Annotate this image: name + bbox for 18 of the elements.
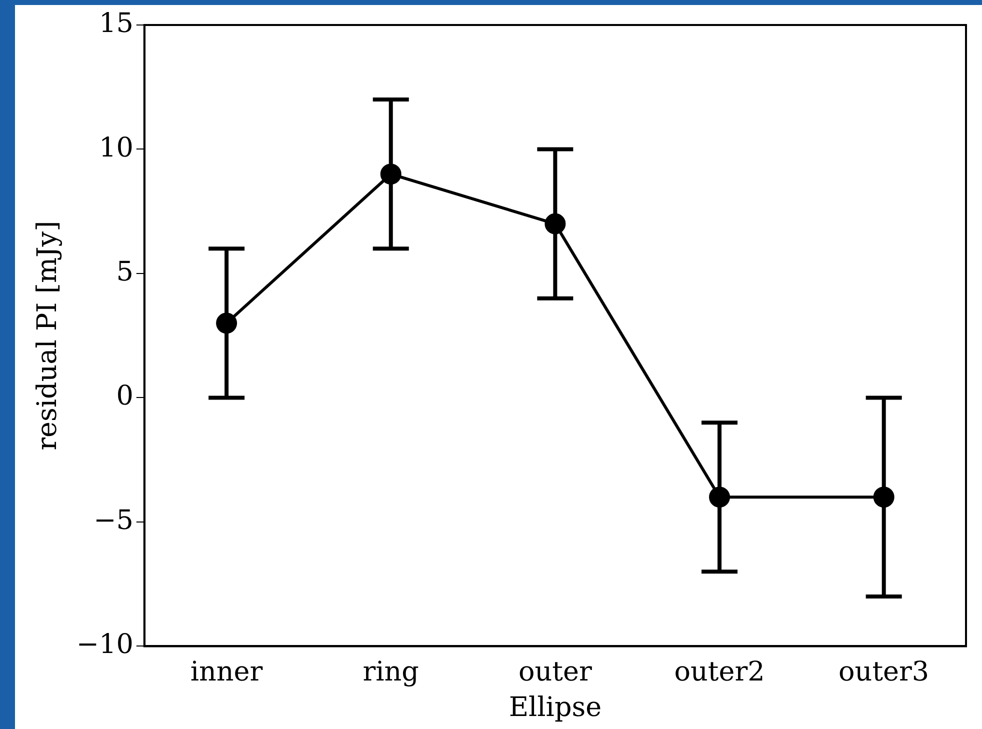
point (873, 486, 894, 508)
y-tick-label: 0 (116, 380, 134, 412)
x-tick-label: outer2 (674, 656, 765, 688)
y-tick-label: −10 (76, 629, 134, 660)
point (709, 486, 730, 508)
point (216, 312, 238, 334)
x-axis-title: Ellipse (508, 692, 602, 723)
x-tick-label: outer3 (838, 656, 930, 688)
point (544, 213, 566, 234)
y-tick-label: 10 (99, 132, 134, 164)
y-tick-label: 15 (99, 8, 134, 40)
y-axis-title: residual PI [mJy] (32, 220, 64, 450)
x-tick-label: ring (362, 656, 419, 688)
point (380, 164, 402, 185)
x-tick-label: inner (190, 656, 263, 688)
x-tick-label: outer (518, 656, 592, 688)
y-tick-label: 5 (116, 256, 134, 288)
y-tick-label: −5 (94, 504, 134, 536)
